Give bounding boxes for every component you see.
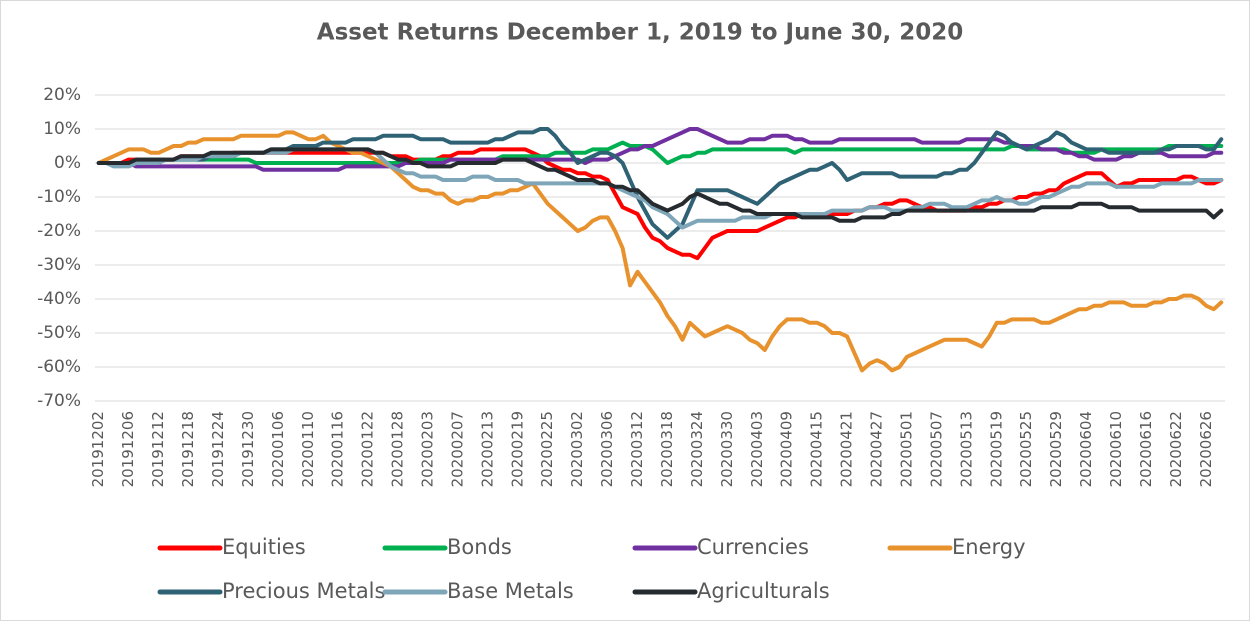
x-tick-label: 20200312 <box>628 411 646 487</box>
x-tick-label: 20200302 <box>568 411 586 487</box>
x-tick-label: 20200225 <box>538 411 556 487</box>
legend-label: Equities <box>222 535 306 559</box>
x-tick-label: 20200128 <box>389 411 407 487</box>
y-tick-label: -10% <box>37 187 81 207</box>
x-tick-label: 20200616 <box>1137 411 1155 487</box>
x-tick-label: 20200507 <box>927 411 945 487</box>
x-tick-label: 20200203 <box>419 411 437 487</box>
legend-label: Energy <box>952 535 1026 559</box>
y-tick-label: -20% <box>37 221 81 241</box>
x-tick-label: 20200219 <box>508 411 526 487</box>
x-tick-label: 20191218 <box>179 411 197 487</box>
x-tick-label: 20200403 <box>748 411 766 487</box>
x-tick-label: 20200415 <box>808 411 826 487</box>
x-tick-label: 20191230 <box>239 411 257 487</box>
x-tick-label: 20200501 <box>897 411 915 487</box>
x-tick-label: 20200122 <box>359 411 377 487</box>
x-tick-label: 20191224 <box>209 411 227 487</box>
x-tick-label: 20200519 <box>987 411 1005 487</box>
x-tick-label: 20200306 <box>598 411 616 487</box>
y-tick-label: -40% <box>37 289 81 309</box>
legend-label: Agriculturals <box>697 579 830 603</box>
x-tick-label: 20200106 <box>269 411 287 487</box>
x-tick-label: 20200513 <box>957 411 975 487</box>
x-tick-label: 20200110 <box>299 411 317 487</box>
y-tick-label: 0% <box>54 153 81 173</box>
x-tick-label: 20200421 <box>838 411 856 487</box>
x-tick-label: 20191212 <box>149 411 167 487</box>
y-tick-label: -70% <box>37 391 81 411</box>
y-tick-label: -50% <box>37 323 81 343</box>
y-tick-label: -30% <box>37 255 81 275</box>
x-tick-label: 20200330 <box>718 411 736 487</box>
series-line <box>96 140 1224 165</box>
x-tick-label: 20200525 <box>1017 411 1035 487</box>
legend-label: Precious Metals <box>222 579 385 603</box>
x-tick-label: 20191206 <box>119 411 137 487</box>
x-tick-label: 20200529 <box>1047 411 1065 487</box>
x-tick-label: 20200116 <box>329 411 347 487</box>
chart-title: Asset Returns December 1, 2019 to June 3… <box>317 20 963 46</box>
x-tick-label: 20200207 <box>448 411 466 487</box>
legend-label: Currencies <box>697 535 809 559</box>
legend-label: Base Metals <box>447 579 574 603</box>
y-tick-label: 10% <box>43 119 81 139</box>
x-tick-label: 20200622 <box>1167 411 1185 487</box>
x-tick-label: 20200213 <box>478 411 496 487</box>
series-line <box>96 147 1224 230</box>
x-tick-label: 20200427 <box>868 411 886 487</box>
series-line <box>96 147 1224 223</box>
y-tick-label: -60% <box>37 357 81 377</box>
legend-label: Bonds <box>447 535 512 559</box>
y-tick-label: 20% <box>43 85 81 105</box>
series-line <box>96 130 1224 373</box>
x-tick-label: 20200318 <box>658 411 676 487</box>
x-tick-label: 20200409 <box>778 411 796 487</box>
x-tick-label: 20200604 <box>1077 411 1095 487</box>
x-tick-label: 20191202 <box>89 411 107 487</box>
x-tick-label: 20200610 <box>1107 411 1125 487</box>
x-tick-label: 20200626 <box>1197 411 1215 487</box>
x-tick-label: 20200324 <box>688 411 706 487</box>
